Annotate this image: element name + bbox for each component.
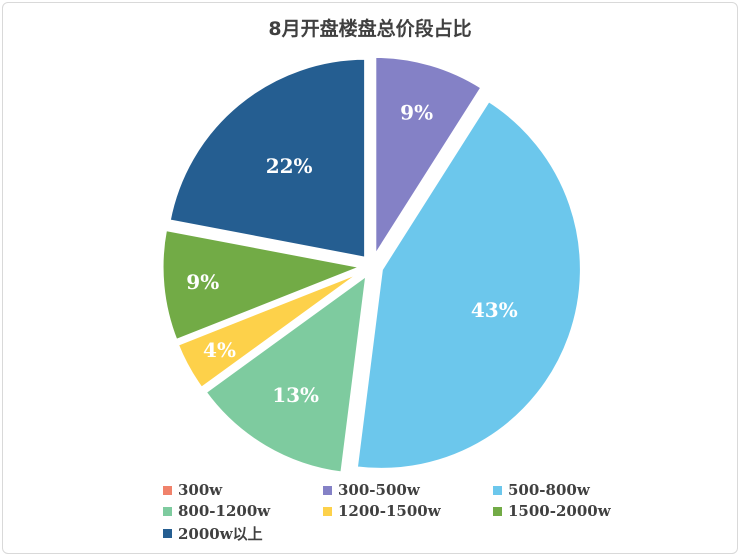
legend-label: 500-800w [508,481,590,499]
slice-label-2000w: 22% [266,154,313,178]
legend-swatch [323,506,332,516]
legend-label: 1500-2000w [508,502,611,520]
slice-label-500-800w: 43% [471,298,518,322]
legend-label: 2000w以上 [178,525,263,543]
legend-item-2000w: 2000w以上 [163,523,263,544]
legend-swatch [323,485,332,495]
legend-swatch [163,529,172,538]
legend-swatch [493,506,502,516]
legend-label: 300w [178,481,223,499]
legend-item-800-1200w: 800-1200w [163,502,270,520]
legend-swatch [493,485,502,495]
legend-swatch [163,506,172,516]
slice-label-800-1200w: 13% [272,383,319,407]
pie-slice-2000w [167,56,368,261]
pie-slice-1500-2000w [160,227,368,343]
pie-slice-800-1200w [203,271,369,475]
legend-item-300w: 300w [163,481,222,499]
legend-item-1500-2000w: 1500-2000w [493,502,611,520]
pie-slice-300-500w [373,54,485,262]
slice-label-300-500w: 9% [400,100,433,124]
slice-label-1200-1500w: 4% [203,338,236,362]
slice-label-1500-2000w: 9% [186,270,219,294]
legend-item-500-800w: 500-800w [493,481,590,499]
pie-slice-500-800w [354,98,583,471]
legend-item-300-500w: 300-500w [323,481,420,499]
chart-title: 8月开盘楼盘总价段占比 [268,18,472,40]
legend-swatch [163,485,172,495]
pie-slice-1200-1500w [175,269,365,391]
legend-item-1200-1500w: 1200-1500w [323,502,441,520]
legend-label: 1200-1500w [338,502,441,520]
legend-label: 800-1200w [178,502,271,520]
legend-label: 300-500w [338,481,420,499]
